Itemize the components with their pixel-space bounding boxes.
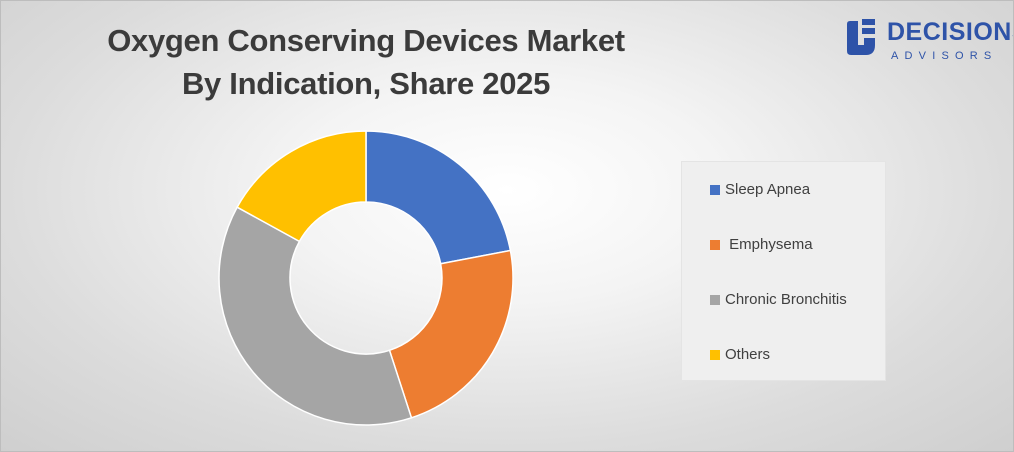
chart-legend: Sleep Apnea Emphysema Chronic Bronchitis… bbox=[681, 161, 886, 381]
logo-wordmark: DECISIONS bbox=[887, 18, 1013, 46]
legend-item-emphysema: Emphysema bbox=[710, 236, 813, 253]
legend-swatch bbox=[710, 349, 720, 360]
donut-slice-others bbox=[236, 130, 367, 243]
legend-label: Emphysema bbox=[725, 236, 813, 253]
legend-swatch bbox=[710, 239, 720, 250]
chart-title-line-2: By Indication, Share 2025 bbox=[181, 66, 551, 101]
brand-logo: DECISIONS ADVISORS bbox=[844, 17, 1013, 67]
legend-swatch bbox=[710, 184, 720, 195]
donut-slice-emphysema bbox=[388, 249, 514, 419]
legend-label: Chronic Bronchitis bbox=[725, 291, 847, 308]
chart-title-line-1: Oxygen Conserving Devices Market bbox=[107, 23, 625, 58]
legend-label: Others bbox=[725, 346, 771, 363]
legend-label: Sleep Apnea bbox=[725, 181, 811, 198]
legend-item-chronic-bronchitis: Chronic Bronchitis bbox=[710, 291, 847, 308]
donut-slice-sleep-apnea bbox=[365, 130, 512, 265]
donut-chart bbox=[218, 130, 514, 426]
logo-subtitle: ADVISORS bbox=[891, 50, 998, 62]
legend-swatch bbox=[710, 294, 720, 305]
legend-item-others: Others bbox=[710, 346, 770, 363]
legend-item-sleep-apnea: Sleep Apnea bbox=[710, 181, 810, 198]
logo-mark-icon bbox=[847, 19, 875, 55]
donut-slice-chronic-bronchitis bbox=[218, 206, 413, 426]
chart-title: Oxygen Conserving Devices Market By Indi… bbox=[41, 19, 691, 105]
